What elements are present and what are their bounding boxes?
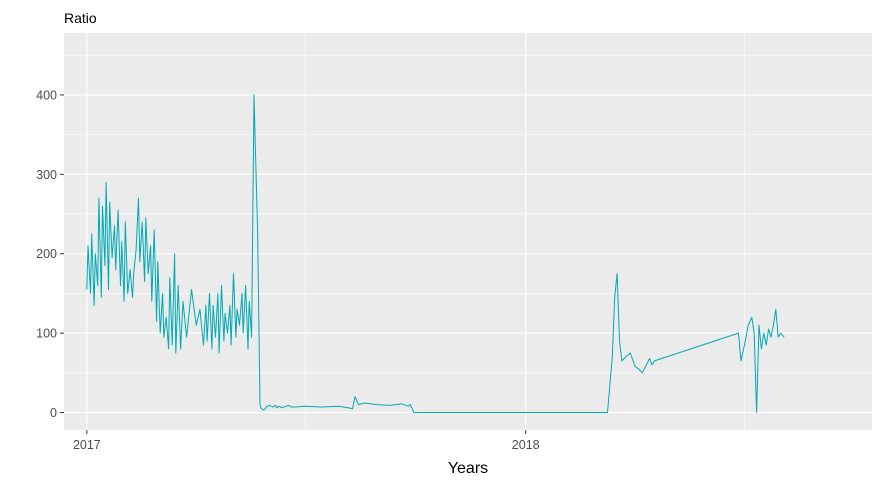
y-tick-label: 100: [36, 327, 57, 341]
x-axis: 2017 2018: [73, 430, 540, 452]
x-tick-label: 2017: [73, 438, 101, 452]
y-tick-label: 300: [36, 168, 57, 182]
y-tick-label: 400: [36, 88, 57, 102]
chart-title: Ratio: [64, 10, 97, 26]
minor-gridlines: [64, 33, 872, 430]
y-axis: 0 100 200 300 400: [36, 88, 64, 420]
series-line: [86, 94, 785, 413]
x-tick-label: 2018: [512, 438, 540, 452]
plot-panel: [64, 33, 872, 430]
series-layer: [86, 94, 785, 413]
x-axis-title: Years: [448, 460, 488, 477]
y-tick-label: 0: [50, 406, 57, 420]
y-tick-label: 200: [36, 247, 57, 261]
